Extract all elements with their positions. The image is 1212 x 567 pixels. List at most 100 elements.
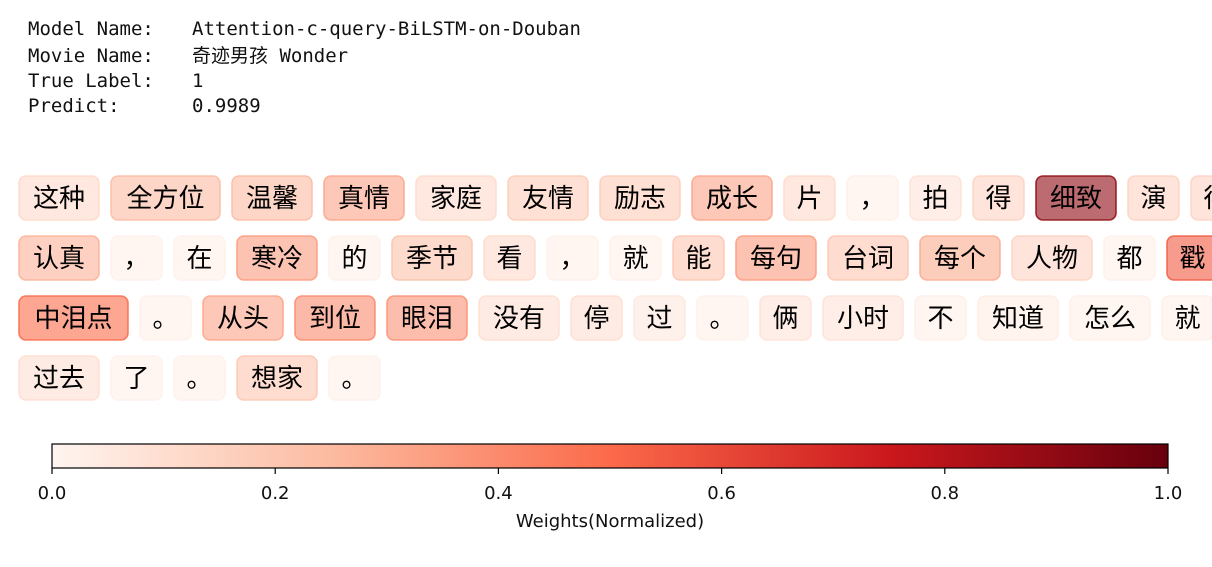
colorbar-tick-label: 1.0 <box>1154 483 1183 504</box>
token-text: 人物 <box>1026 244 1078 274</box>
token-box <box>478 295 560 341</box>
token-box <box>110 175 221 221</box>
token-text: 就 <box>1174 304 1200 334</box>
predict-value: 0.9989 <box>192 95 261 117</box>
colorbar-tick-label: 0.6 <box>707 483 736 504</box>
token-text: 演 <box>1140 184 1166 214</box>
token: 看 <box>483 235 536 281</box>
token-text: 。 <box>152 304 178 334</box>
token-text: 看 <box>496 244 522 274</box>
token-text: 的 <box>341 244 367 274</box>
token-box <box>483 235 536 281</box>
token-text: ， <box>123 244 149 274</box>
token-box <box>173 235 226 281</box>
token-box <box>691 175 773 221</box>
token-box <box>977 295 1059 341</box>
token: 不 <box>914 295 967 341</box>
token-box <box>696 295 749 341</box>
colorbar-ticks: 0.0 0.2 0.4 0.6 0.8 1.0 <box>38 468 1183 504</box>
token-text: 了 <box>123 364 149 394</box>
token: 从头 <box>202 295 284 341</box>
token-box <box>783 175 836 221</box>
token: 的 <box>328 235 381 281</box>
token: ， <box>846 175 899 221</box>
token-text: ， <box>559 244 585 274</box>
token-box <box>202 295 284 341</box>
token-text: 励志 <box>614 184 666 214</box>
true-label-value: 1 <box>192 70 203 92</box>
token-text: 没有 <box>493 304 545 334</box>
token-grid: 这种 全方位 温馨 真情 家庭 友情 励志 成长 片 ， 拍 得 细致 演 得认真 ， 在 寒冷 的 季节 看 ， 就 能 每句… <box>18 175 1212 401</box>
movie-name-value: 奇迹男孩 Wonder <box>192 45 348 67</box>
model-name-value: Attention-c-query-BiLSTM-on-Douban <box>192 18 581 40</box>
token-text: 眼泪 <box>401 304 453 334</box>
token-text: 每个 <box>934 244 986 274</box>
token: 演 <box>1127 175 1180 221</box>
token: 过去 <box>18 355 100 401</box>
token-box <box>570 295 623 341</box>
token: 片 <box>783 175 836 221</box>
token-text: 在 <box>186 244 212 274</box>
header-info: Model Name: Attention-c-query-BiLSTM-on-… <box>28 18 581 117</box>
true-label-label: True Label: <box>28 70 154 92</box>
token: 。 <box>328 355 381 401</box>
token: 拍 <box>909 175 962 221</box>
token-text: 得 <box>985 184 1011 214</box>
token: 得 <box>1190 175 1212 221</box>
token-text: 家庭 <box>430 184 482 214</box>
token: 全方位 <box>110 175 221 221</box>
token-box <box>759 295 812 341</box>
token: 眼泪 <box>386 295 468 341</box>
token-box <box>633 295 686 341</box>
token-box <box>1103 235 1156 281</box>
token: 。 <box>139 295 192 341</box>
token: 温馨 <box>231 175 313 221</box>
token: 励志 <box>599 175 681 221</box>
token: 中泪点 <box>18 295 129 341</box>
token: ， <box>110 235 163 281</box>
token-box <box>1190 175 1212 221</box>
token-box <box>236 235 318 281</box>
token-box <box>139 295 192 341</box>
token-text: 能 <box>685 244 711 274</box>
token: 没有 <box>478 295 560 341</box>
token: 能 <box>672 235 725 281</box>
token-box <box>18 355 100 401</box>
token-text: 。 <box>709 304 735 334</box>
token-text: 寒冷 <box>251 244 303 274</box>
token-text: 。 <box>186 364 212 394</box>
token: 俩 <box>759 295 812 341</box>
token-box <box>599 175 681 221</box>
token-box <box>110 355 163 401</box>
token-box <box>236 355 318 401</box>
token-box <box>294 295 376 341</box>
token: 怎么 <box>1069 295 1151 341</box>
token: 过 <box>633 295 686 341</box>
token-box <box>546 235 599 281</box>
token-box <box>609 235 662 281</box>
token: 季节 <box>391 235 473 281</box>
token-box <box>1166 235 1212 281</box>
model-name-label: Model Name: <box>28 18 154 40</box>
token-box <box>386 295 468 341</box>
token-text: 每句 <box>750 244 802 274</box>
colorbar-label: Weights(Normalized) <box>516 511 704 532</box>
token: 就 <box>609 235 662 281</box>
colorbar-tick-label: 0.8 <box>930 483 959 504</box>
token-text: 想家 <box>251 364 303 394</box>
token-text: 怎么 <box>1084 304 1136 334</box>
movie-name-label: Movie Name: <box>28 45 154 67</box>
token-text: 。 <box>341 364 367 394</box>
token-box <box>1161 295 1212 341</box>
token-box <box>827 235 909 281</box>
token-text: ， <box>859 184 885 214</box>
token-box <box>415 175 497 221</box>
token-text: 停 <box>583 304 609 334</box>
token-text: 这种 <box>33 184 85 214</box>
token-box <box>173 355 226 401</box>
colorbar-tick-label: 0.0 <box>38 483 67 504</box>
token: 了 <box>110 355 163 401</box>
token-text: 过去 <box>33 364 85 394</box>
token-box <box>18 295 129 341</box>
token-text: 温馨 <box>246 184 298 214</box>
